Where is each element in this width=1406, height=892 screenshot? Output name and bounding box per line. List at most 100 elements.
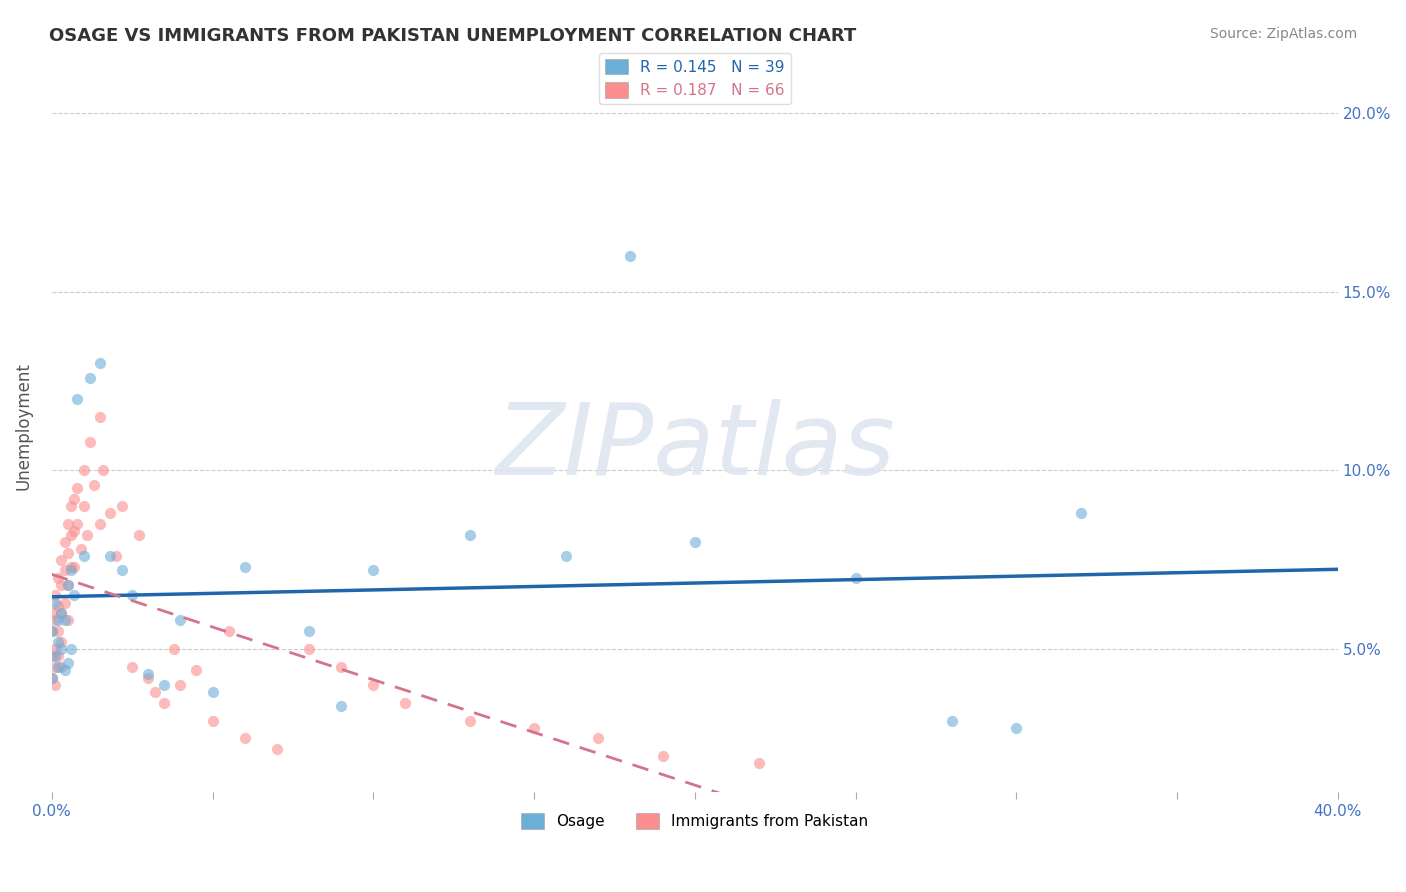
Point — [44, 660, 66, 674]
Y-axis label: Unemployment: Unemployment — [15, 362, 32, 490]
Point — [98, 506, 121, 520]
Point — [53, 614, 76, 628]
Point — [56, 657, 79, 671]
Point — [458, 714, 481, 728]
Point — [298, 642, 321, 657]
Point — [233, 731, 256, 746]
Point — [66, 392, 89, 406]
Point — [73, 549, 96, 564]
Point — [111, 499, 134, 513]
Point — [51, 660, 73, 674]
Point — [186, 664, 208, 678]
Point — [121, 660, 143, 674]
Point — [56, 546, 79, 560]
Point — [66, 516, 89, 531]
Point — [63, 524, 86, 538]
Point — [201, 685, 224, 699]
Point — [44, 649, 66, 664]
Point — [266, 742, 288, 756]
Point — [46, 649, 69, 664]
Point — [56, 516, 79, 531]
Point — [60, 527, 83, 541]
Point — [128, 527, 150, 541]
Point — [44, 642, 66, 657]
Point — [63, 560, 86, 574]
Point — [41, 624, 63, 639]
Point — [53, 564, 76, 578]
Point — [76, 527, 98, 541]
Point — [60, 499, 83, 513]
Point — [51, 642, 73, 657]
Point — [66, 481, 89, 495]
Point — [1005, 721, 1028, 735]
Point — [89, 356, 111, 370]
Point — [218, 624, 240, 639]
Point — [121, 589, 143, 603]
Point — [60, 560, 83, 574]
Point — [53, 596, 76, 610]
Point — [394, 696, 416, 710]
Point — [361, 678, 384, 692]
Point — [163, 642, 186, 657]
Point — [201, 714, 224, 728]
Point — [330, 699, 353, 714]
Point — [53, 664, 76, 678]
Point — [44, 589, 66, 603]
Point — [63, 589, 86, 603]
Point — [44, 596, 66, 610]
Point — [153, 678, 176, 692]
Point — [44, 678, 66, 692]
Point — [69, 542, 91, 557]
Point — [46, 599, 69, 614]
Point — [169, 678, 191, 692]
Point — [53, 534, 76, 549]
Point — [46, 614, 69, 628]
Point — [46, 635, 69, 649]
Point — [105, 549, 128, 564]
Point — [51, 607, 73, 621]
Point — [619, 249, 641, 263]
Point — [91, 463, 114, 477]
Point — [41, 624, 63, 639]
Point — [555, 549, 578, 564]
Point — [233, 560, 256, 574]
Text: ZIPatlas: ZIPatlas — [495, 400, 894, 496]
Point — [44, 614, 66, 628]
Point — [683, 534, 706, 549]
Point — [51, 635, 73, 649]
Point — [46, 624, 69, 639]
Point — [41, 671, 63, 685]
Point — [60, 564, 83, 578]
Point — [79, 434, 101, 449]
Point — [844, 571, 866, 585]
Point — [169, 614, 191, 628]
Point — [136, 671, 159, 685]
Point — [361, 564, 384, 578]
Point — [83, 477, 105, 491]
Point — [41, 649, 63, 664]
Point — [98, 549, 121, 564]
Point — [523, 721, 546, 735]
Point — [63, 491, 86, 506]
Point — [41, 607, 63, 621]
Text: OSAGE VS IMMIGRANTS FROM PAKISTAN UNEMPLOYMENT CORRELATION CHART: OSAGE VS IMMIGRANTS FROM PAKISTAN UNEMPL… — [49, 27, 856, 45]
Point — [1070, 506, 1092, 520]
Point — [60, 642, 83, 657]
Point — [330, 660, 353, 674]
Legend: Osage, Immigrants from Pakistan: Osage, Immigrants from Pakistan — [516, 807, 875, 836]
Point — [748, 756, 770, 771]
Point — [56, 578, 79, 592]
Point — [51, 578, 73, 592]
Point — [89, 409, 111, 424]
Point — [46, 571, 69, 585]
Point — [941, 714, 963, 728]
Point — [51, 553, 73, 567]
Point — [153, 696, 176, 710]
Point — [458, 527, 481, 541]
Text: Source: ZipAtlas.com: Source: ZipAtlas.com — [1209, 27, 1357, 41]
Point — [56, 614, 79, 628]
Point — [298, 624, 321, 639]
Point — [143, 685, 166, 699]
Point — [56, 578, 79, 592]
Point — [79, 370, 101, 384]
